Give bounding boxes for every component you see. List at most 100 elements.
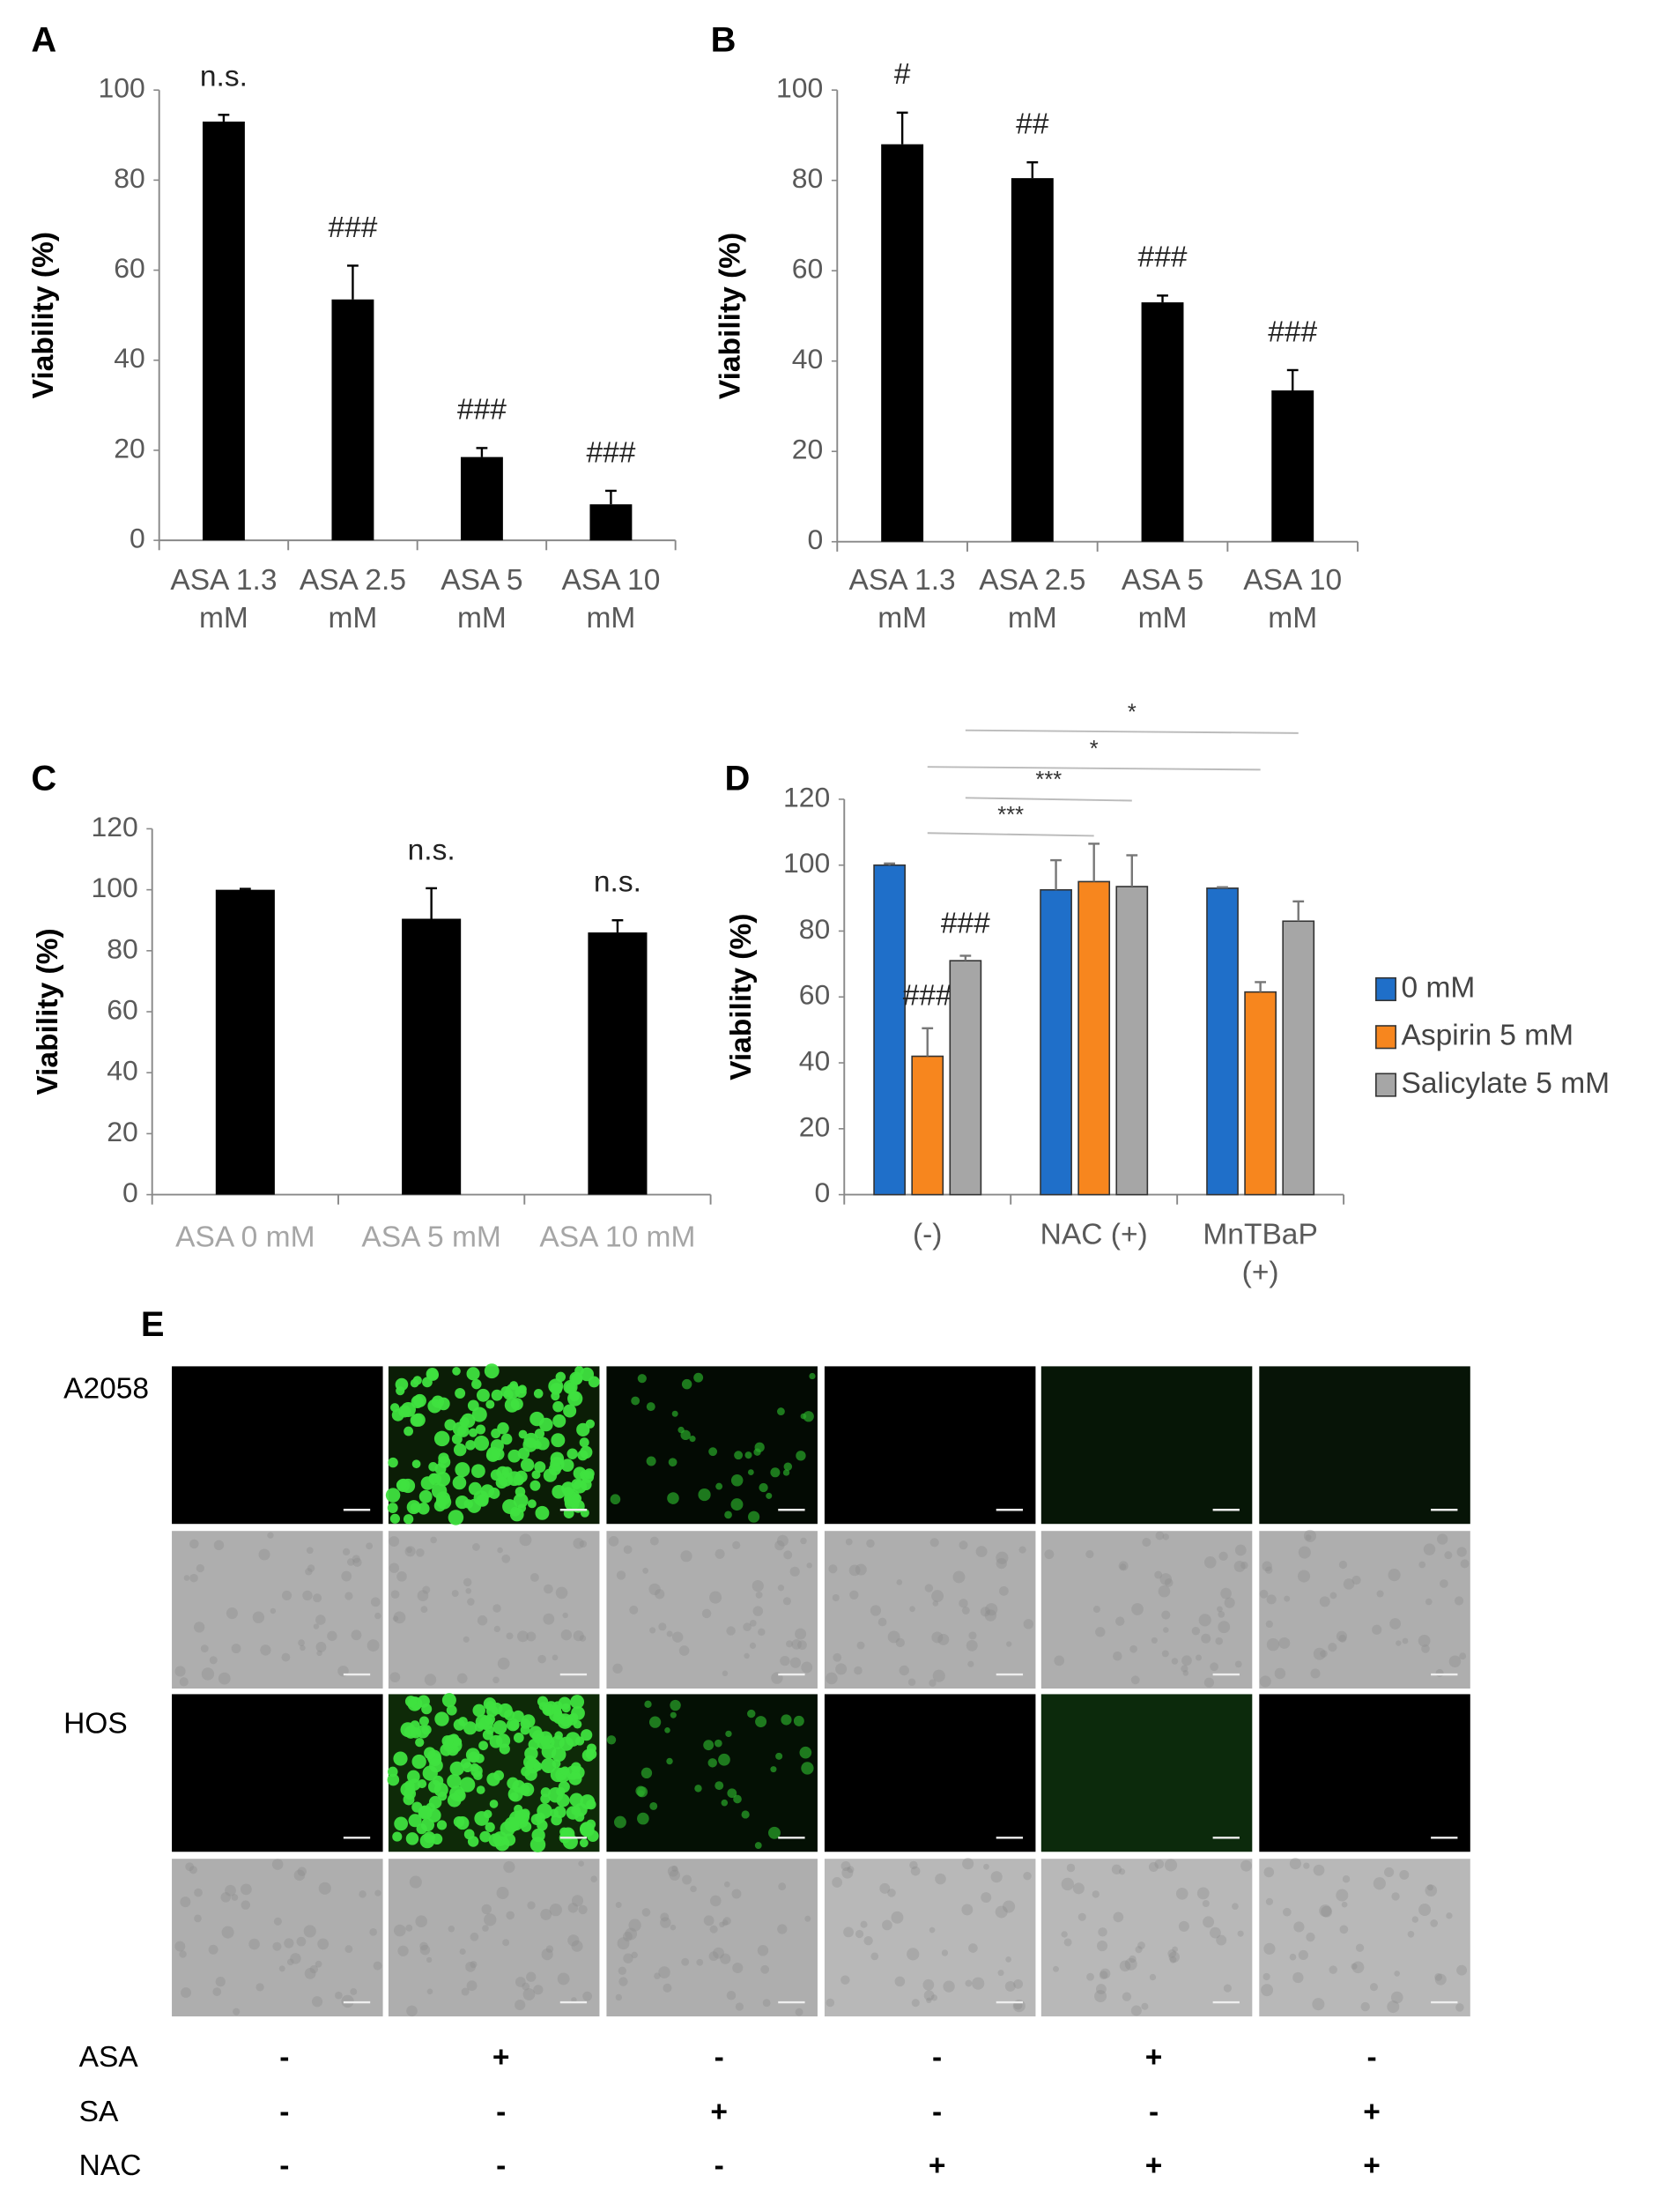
cell [1265,1897,1274,1905]
micrograph [1040,1859,1253,2017]
cell [1262,1972,1270,1981]
cell [553,1806,566,1819]
cell [566,1806,580,1820]
cell [655,1589,665,1600]
cell [578,1904,588,1915]
cell [1372,1624,1382,1635]
cell [506,1911,515,1920]
cell [855,1929,864,1939]
cell [1402,1637,1409,1644]
cell [552,1654,559,1661]
cell [618,1977,628,1986]
cell [1329,1592,1337,1600]
cell [316,1650,322,1657]
bar [873,864,906,1196]
cell [959,1540,968,1550]
cell [455,1462,470,1478]
cell [1223,1984,1232,1993]
cell [778,1882,787,1890]
cell [396,1480,408,1491]
cell [1154,1570,1163,1579]
cell [471,1464,485,1479]
cell [410,1414,424,1427]
y-tick-label: 40 [799,1044,831,1076]
significance-label: ### [586,436,635,469]
bar [949,960,982,1196]
cell [1182,1670,1189,1676]
cell [408,1814,422,1828]
cell [1265,1620,1273,1629]
legend-label: 0 mM [1402,971,1476,1004]
cell [240,1883,252,1896]
cell [585,1419,596,1429]
treatment-sign: + [929,2149,946,2182]
cell [509,1507,524,1522]
cell [1355,1943,1365,1952]
cell [350,1988,358,1995]
cell [1351,1961,1365,1974]
y-tick-label: 40 [792,343,824,375]
cell [407,1770,420,1784]
cell [1234,1544,1247,1556]
cell [929,1926,936,1934]
cell [529,1480,541,1491]
cell [694,1785,702,1793]
cell [1336,1889,1349,1902]
cell [278,1965,285,1972]
cell [555,1586,568,1600]
cell [1360,2001,1370,2012]
cell [455,1495,470,1510]
cell [503,1860,515,1874]
cell [1391,1892,1400,1901]
cell [968,1631,977,1640]
cell [565,1382,576,1393]
cell [544,1584,553,1594]
cell [1224,1597,1235,1608]
cell [1399,1869,1410,1880]
cell [520,1782,535,1797]
cell [387,1503,398,1513]
cell [1460,1559,1470,1569]
cell [478,1741,488,1751]
x-tick-label-box: ASA 5 mM [361,1221,500,1254]
cell [1202,1900,1210,1908]
cell [744,1652,750,1659]
cell [526,1971,537,1982]
cell [730,1498,744,1511]
cell [1053,1965,1059,1972]
significance-label: ## [1016,108,1049,141]
cell [1389,1618,1402,1629]
cell [394,1816,409,1831]
cell [637,1374,647,1384]
cell [1218,1621,1231,1634]
cell [193,1622,205,1633]
error-bar [1026,160,1039,179]
cell [461,1987,470,1996]
cell [840,1975,850,1985]
cell [309,1964,319,1974]
cell [752,1579,764,1592]
cell [352,1557,362,1567]
cell [472,1543,480,1551]
cell [909,1606,915,1613]
cell [470,1961,478,1969]
cell [527,1499,537,1509]
cell [1018,1546,1026,1554]
cell [1394,1971,1401,1977]
cell [1061,1877,1074,1891]
cell [980,1607,990,1617]
cell [491,1389,503,1401]
bar [1244,991,1277,1196]
cell [732,1962,744,1974]
cell [393,1924,406,1937]
bar [202,121,245,541]
cell [579,1540,588,1548]
cell [1336,1630,1347,1642]
error-bar [896,111,908,145]
cell [231,1644,241,1654]
cell [1456,1547,1467,1557]
y-tick-label: 40 [114,342,145,374]
cell [481,1904,492,1915]
cell [436,1495,452,1510]
